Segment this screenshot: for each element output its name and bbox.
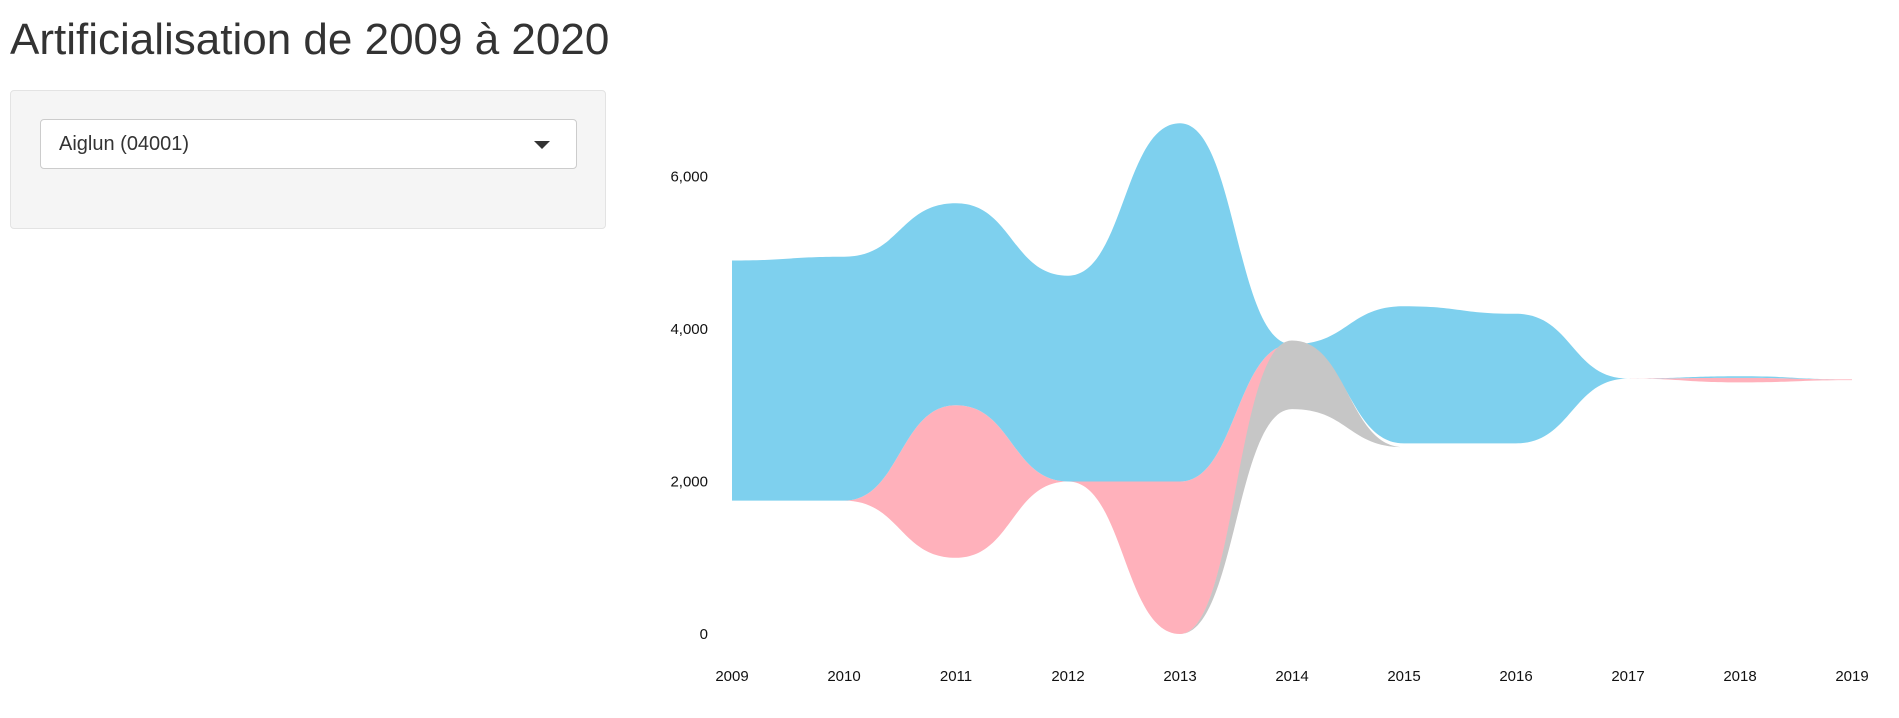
filter-panel: Aiglun (04001): [10, 90, 606, 229]
y-tick-label: 4,000: [670, 321, 708, 338]
x-tick-label: 2012: [1051, 668, 1084, 685]
y-axis: 0 2,000 4,000 6,000: [670, 169, 708, 643]
x-tick-label: 2009: [715, 668, 748, 685]
x-tick-label: 2017: [1611, 668, 1644, 685]
y-tick-label: 6,000: [670, 169, 708, 186]
x-tick-label: 2019: [1835, 668, 1868, 685]
caret-down-icon[interactable]: [534, 141, 550, 149]
x-axis: 2009 2010 2011 2012 2013 2014 2015 2016 2017 2018…: [715, 668, 1868, 685]
x-tick-label: 2018: [1723, 668, 1756, 685]
x-tick-label: 2015: [1387, 668, 1420, 685]
y-tick-label: 2,000: [670, 474, 708, 491]
x-tick-label: 2010: [827, 668, 860, 685]
x-tick-label: 2016: [1499, 668, 1532, 685]
x-tick-label: 2011: [940, 668, 972, 685]
commune-select[interactable]: Aiglun (04001): [40, 119, 577, 169]
streamgraph-svg: 0 2,000 4,000 6,000 2009 2010 2011 2012 2013 201…: [670, 123, 1869, 685]
commune-select-value: Aiglun (04001): [59, 133, 190, 155]
stream-band-extra-0[interactable]: [1180, 340, 1404, 635]
page-title: Artificialisation de 2009 à 2020: [10, 15, 610, 64]
y-tick-label: 0: [700, 626, 708, 643]
streamgraph-chart: 0 2,000 4,000 6,000 2009 2010 2011 2012 2013 201…: [640, 90, 1880, 710]
stream-band-1[interactable]: [732, 344, 1852, 634]
x-tick-label: 2013: [1163, 668, 1196, 685]
x-tick-label: 2014: [1275, 668, 1308, 685]
area-layer: [732, 123, 1852, 634]
stream-band-3[interactable]: [732, 123, 1852, 501]
